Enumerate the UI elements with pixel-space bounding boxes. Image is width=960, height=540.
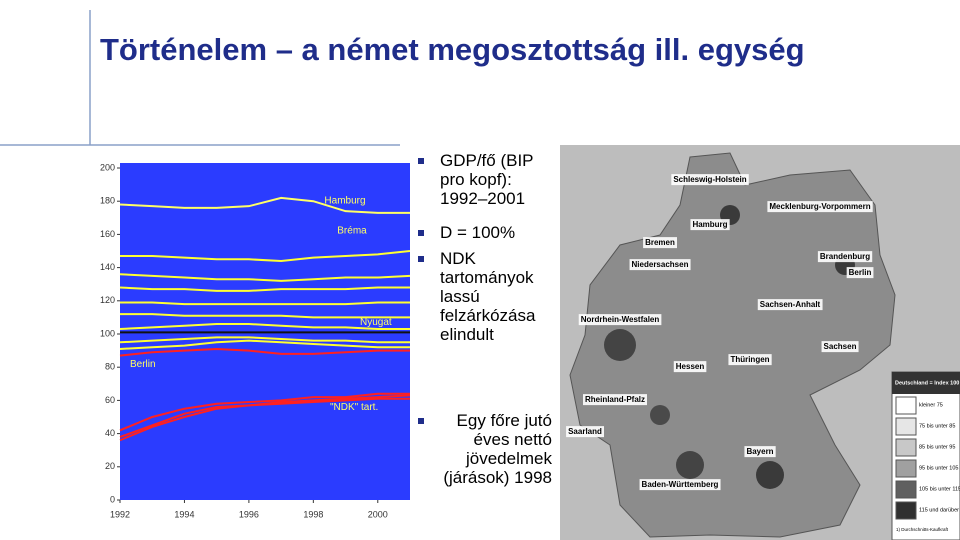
- map-label-box: [629, 259, 691, 271]
- map-label-box: [673, 361, 707, 373]
- y-tick-label: 160: [100, 229, 115, 239]
- bullet: NDK tartományok lassú felzárkózása elind…: [440, 249, 536, 344]
- bullet-marker: [418, 256, 424, 262]
- legend-swatch: [895, 438, 917, 457]
- map-label-box: [757, 299, 823, 311]
- x-tick-label: 1992: [110, 509, 130, 519]
- y-tick-label: 80: [105, 362, 115, 372]
- map-label: Saarland: [568, 427, 602, 436]
- map-label: Schleswig-Holstein: [673, 175, 746, 184]
- map-label: Nordrhein-Westfalen: [581, 315, 660, 324]
- series-line: [120, 250, 410, 262]
- map-label-box: [821, 341, 859, 353]
- series-line: [119, 323, 410, 331]
- map-label-box: [582, 394, 648, 406]
- series-line: [119, 273, 410, 282]
- x-tick-label: 2000: [368, 509, 388, 519]
- bullet: GDP/fő (BIP pro kopf): 1992–2001: [440, 151, 534, 208]
- y-tick-label: 200: [100, 162, 115, 172]
- map-label: Sachsen-Anhalt: [760, 300, 821, 309]
- bullet: Egy főre jutó éves nettó jövedelmek (jár…: [443, 411, 552, 487]
- series-line: [119, 397, 410, 442]
- map-label-box: [578, 314, 662, 326]
- map-label: Mecklenburg-Vorpommern: [769, 202, 870, 211]
- map-footnote: 1) Durchschnitts-Kaufkraft: [896, 527, 949, 532]
- x-tick-label: 1998: [303, 509, 323, 519]
- legend-label: kleiner 75: [919, 402, 943, 408]
- map-label: Brandenburg: [820, 252, 870, 261]
- map-label: Sachsen: [824, 342, 857, 351]
- legend-label: 85 bis unter 95: [919, 444, 955, 450]
- map-label-box: [817, 251, 873, 263]
- series-label: Berlin: [130, 359, 156, 370]
- map-label: Rheinland-Pfalz: [585, 395, 645, 404]
- map-label-box: [566, 426, 605, 438]
- y-tick-label: 140: [100, 262, 115, 272]
- series-label: Nyugat: [360, 317, 392, 328]
- legend-swatch: [895, 501, 917, 520]
- series-line: [119, 347, 410, 357]
- bullet-marker: [418, 158, 424, 164]
- legend-label: 75 bis unter 85: [919, 423, 955, 429]
- map-label-box: [671, 174, 749, 186]
- bullet-marker: [418, 230, 424, 236]
- y-tick-label: 120: [100, 295, 115, 305]
- series-label: Hamburg: [324, 195, 365, 206]
- legend-swatch: [895, 417, 917, 436]
- map-label: Hamburg: [692, 220, 727, 229]
- chart: 0 20 40 60 80 100 120 140 160 180 200 1992 1994 1996 1…: [100, 162, 410, 519]
- y-tick-label: 60: [105, 395, 115, 405]
- series-line: [120, 313, 410, 319]
- map-label: Baden-Württemberg: [642, 480, 719, 489]
- legend-label: 105 bis unter 115: [919, 486, 960, 492]
- x-tick-label: 1994: [174, 509, 194, 519]
- series-line: [119, 196, 410, 214]
- series-label: "NDK" tart.: [330, 402, 378, 413]
- series-line: [119, 336, 410, 344]
- slide-title: Történelem – a német megosztottság ill. …: [100, 32, 805, 67]
- map-label-box: [767, 201, 873, 213]
- legend-label: 115 und darüber: [919, 507, 959, 513]
- y-tick-label: 40: [105, 428, 115, 438]
- legend-label: 95 bis unter 105: [919, 465, 958, 471]
- series-line: [119, 339, 410, 350]
- bullet-marker: [418, 418, 424, 424]
- y-tick-label: 180: [100, 196, 115, 206]
- map-label: Berlin: [849, 268, 872, 277]
- legend-swatch: [895, 396, 917, 415]
- legend-swatch: [895, 459, 917, 478]
- map-label-box: [643, 237, 678, 249]
- map-label: Hessen: [676, 362, 705, 371]
- map-label: Niedersachsen: [632, 260, 689, 269]
- legend-header: [892, 372, 960, 394]
- legend-swatch: [895, 480, 917, 499]
- map-label-box: [744, 446, 776, 458]
- y-tick-label: 0: [110, 494, 115, 504]
- map-label: Bremen: [645, 238, 675, 247]
- map-label: Thüringen: [730, 355, 769, 364]
- y-tick-label: 100: [100, 328, 115, 338]
- series-line: [119, 286, 410, 292]
- y-tick-label: 20: [105, 461, 115, 471]
- legend-title: Deutschland = Index 100: [895, 380, 959, 386]
- map-label: Bayern: [746, 447, 773, 456]
- series-line: [119, 392, 410, 432]
- x-tick-label: 1996: [239, 509, 259, 519]
- map-label-box: [690, 219, 730, 231]
- series-label: Bréma: [337, 226, 367, 237]
- map-label-box: [639, 479, 721, 491]
- map-label-box: [846, 267, 874, 279]
- bullet: D = 100%: [440, 223, 516, 242]
- map: Schleswig-Holstein Mecklenburg-Vorpommern…: [560, 145, 960, 540]
- series-line: [120, 301, 410, 306]
- map-label-box: [728, 354, 772, 366]
